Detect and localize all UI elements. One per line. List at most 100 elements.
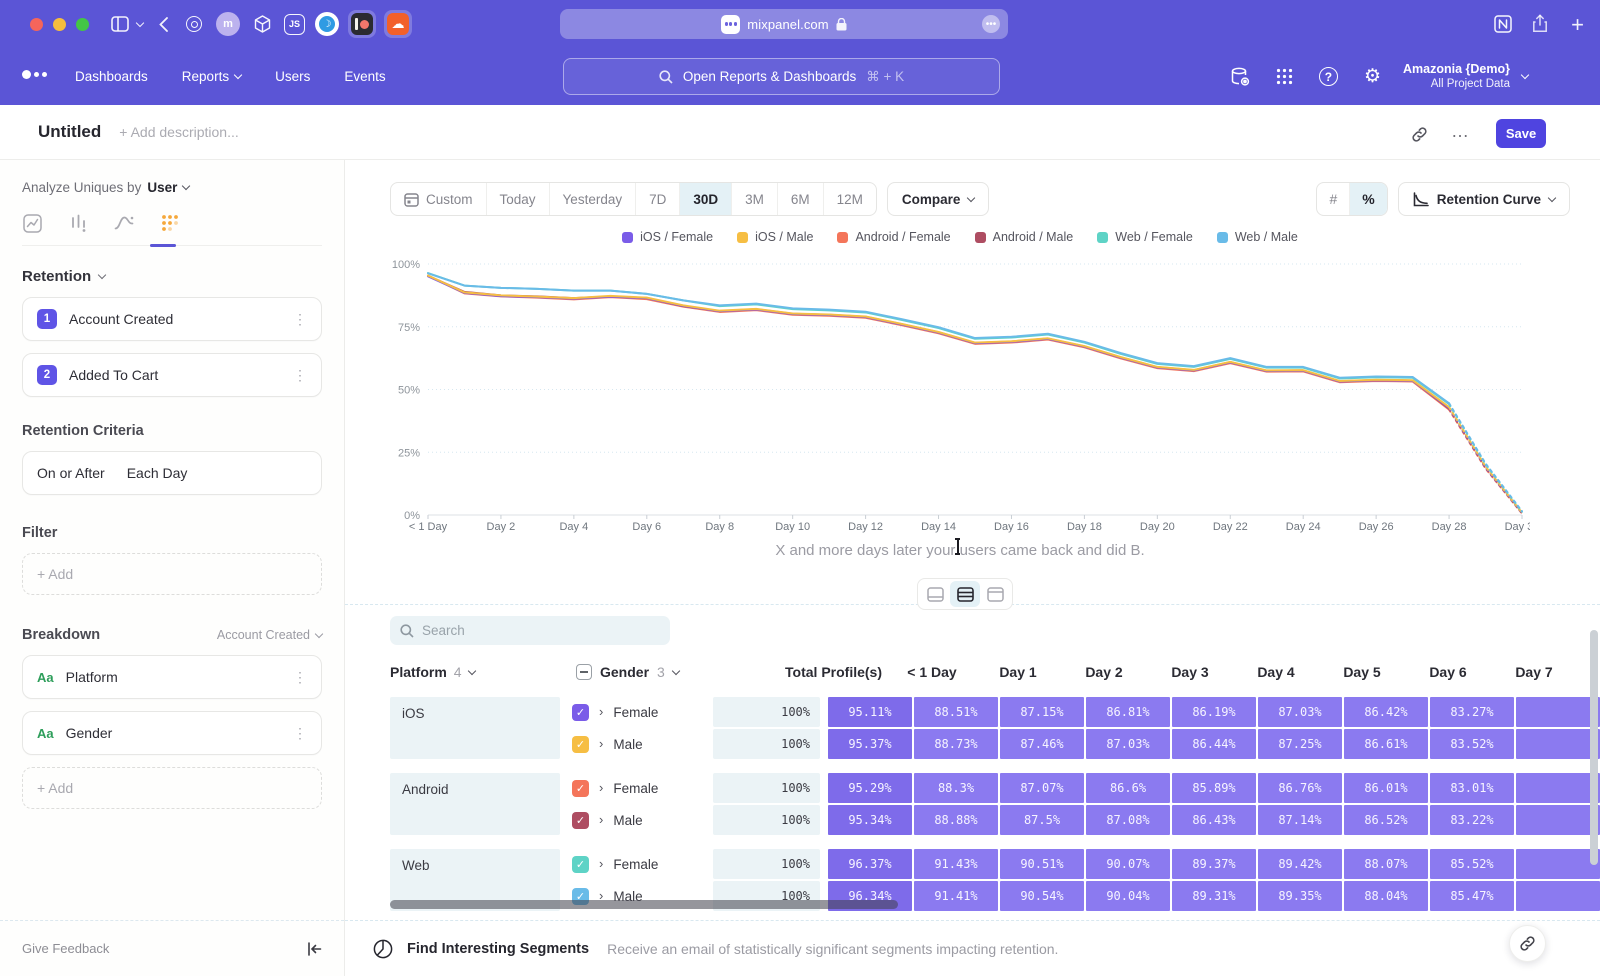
retention-value-cell[interactable]: 96.37% <box>828 849 912 879</box>
more-options-icon[interactable]: … <box>1451 121 1470 142</box>
layout-split-button[interactable] <box>950 581 980 607</box>
legend-item[interactable]: iOS / Female <box>622 230 713 244</box>
project-switcher[interactable]: Amazonia {Demo} All Project Data <box>1403 62 1510 92</box>
rings-icon[interactable] <box>182 12 206 36</box>
legend-item[interactable]: iOS / Male <box>737 230 813 244</box>
day-column-header[interactable]: Day 6 <box>1406 664 1490 680</box>
range-yesterday[interactable]: Yesterday <box>550 183 637 215</box>
breakdown-add-button[interactable]: + Add <box>22 767 322 809</box>
retention-value-cell[interactable]: 87.08% <box>1086 805 1170 835</box>
criteria-card[interactable]: On or After Each Day <box>22 451 322 495</box>
retention-value-cell[interactable]: 86.76% <box>1258 773 1342 803</box>
retention-value-cell[interactable]: 86.42% <box>1344 697 1428 727</box>
retention-value-cell[interactable]: 87.03% <box>1258 697 1342 727</box>
series-checkbox[interactable]: ✓ <box>572 780 589 797</box>
retention-value-cell[interactable]: 85.52% <box>1430 849 1514 879</box>
range-3m[interactable]: 3M <box>732 183 778 215</box>
nav-item-events[interactable]: Events <box>344 69 385 84</box>
expand-row-icon[interactable]: › <box>599 780 603 795</box>
retention-value-cell[interactable]: 90.07% <box>1086 849 1170 879</box>
retention-value-cell[interactable]: 90.51% <box>1000 849 1084 879</box>
retention-value-cell[interactable]: 86.44% <box>1172 729 1256 759</box>
retention-value-cell[interactable]: 95.37% <box>828 729 912 759</box>
criteria-interval[interactable]: Each Day <box>127 465 188 481</box>
retention-value-cell[interactable]: 87.25% <box>1258 729 1342 759</box>
window-close-button[interactable] <box>30 18 43 31</box>
retention-value-cell-clipped[interactable] <box>1516 805 1600 835</box>
retention-value-cell[interactable]: 87.46% <box>1000 729 1084 759</box>
legend-item[interactable]: Web / Female <box>1097 230 1193 244</box>
series-checkbox[interactable]: ✓ <box>572 736 589 753</box>
apps-grid-icon[interactable] <box>1276 68 1293 85</box>
day-column-header[interactable]: < 1 Day <box>890 664 974 680</box>
platform-cell[interactable]: iOS <box>390 697 560 759</box>
expand-row-icon[interactable]: › <box>599 812 603 827</box>
give-feedback-link[interactable]: Give Feedback <box>22 941 109 956</box>
layout-chart-only-button[interactable] <box>920 581 950 607</box>
reader-app-icon[interactable] <box>348 10 376 38</box>
analyze-value[interactable]: User <box>147 180 177 195</box>
step-menu-icon[interactable]: ⋮ <box>293 367 307 384</box>
retention-value-cell[interactable]: 87.15% <box>1000 697 1084 727</box>
global-search-button[interactable]: Open Reports & Dashboards ⌘ + K <box>563 58 1000 95</box>
retention-value-cell-clipped[interactable] <box>1516 849 1600 879</box>
table-search-input[interactable]: Search <box>390 616 670 645</box>
series-checkbox[interactable]: ✓ <box>572 704 589 721</box>
data-management-icon[interactable] <box>1231 67 1250 87</box>
breakdown-menu-icon[interactable]: ⋮ <box>293 669 307 686</box>
retention-value-cell[interactable]: 88.51% <box>914 697 998 727</box>
filter-add-button[interactable]: + Add <box>22 553 322 595</box>
retention-value-cell[interactable]: 86.81% <box>1086 697 1170 727</box>
day-column-header[interactable]: Day 1 <box>976 664 1060 680</box>
retention-value-cell[interactable]: 87.5% <box>1000 805 1084 835</box>
series-checkbox[interactable]: ✓ <box>572 856 589 873</box>
retention-value-cell[interactable]: 83.27% <box>1430 697 1514 727</box>
expand-row-icon[interactable]: › <box>599 856 603 871</box>
compare-button[interactable]: Compare <box>887 182 990 216</box>
settings-gear-icon[interactable]: ⚙ <box>1364 65 1381 88</box>
layout-table-only-button[interactable] <box>980 581 1010 607</box>
retention-value-cell[interactable]: 88.07% <box>1344 849 1428 879</box>
step-card-2[interactable]: 2 Added To Cart ⋮ <box>22 353 322 397</box>
workspace-chevron-icon[interactable] <box>137 23 143 26</box>
share-icon[interactable] <box>1532 14 1548 33</box>
window-zoom-button[interactable] <box>76 18 89 31</box>
mode-percent-button[interactable]: % <box>1350 183 1386 215</box>
range-custom[interactable]: Custom <box>391 183 487 215</box>
breakdown-scope-select[interactable]: Account Created <box>217 628 322 642</box>
retention-value-cell[interactable]: 86.52% <box>1344 805 1428 835</box>
retention-value-cell[interactable]: 90.54% <box>1000 881 1084 911</box>
retention-value-cell[interactable]: 88.04% <box>1344 881 1428 911</box>
legend-item[interactable]: Android / Male <box>975 230 1074 244</box>
retention-value-cell[interactable]: 88.3% <box>914 773 998 803</box>
js-icon[interactable]: JS <box>284 14 305 35</box>
step-card-1[interactable]: 1 Account Created ⋮ <box>22 297 322 341</box>
retention-value-cell[interactable]: 85.47% <box>1430 881 1514 911</box>
retention-value-cell[interactable]: 83.52% <box>1430 729 1514 759</box>
sidebar-toggle-icon[interactable] <box>111 16 129 32</box>
retention-value-cell[interactable]: 88.88% <box>914 805 998 835</box>
expand-row-icon[interactable]: › <box>599 704 603 719</box>
copy-link-icon[interactable] <box>1411 126 1428 143</box>
nav-item-reports[interactable]: Reports <box>182 69 241 84</box>
mixpanel-logo[interactable] <box>22 70 47 79</box>
save-button[interactable]: Save <box>1496 119 1546 148</box>
m-app-icon[interactable]: m <box>216 12 240 36</box>
horizontal-scrollbar[interactable] <box>390 900 898 909</box>
range-7d[interactable]: 7D <box>636 183 680 215</box>
legend-item[interactable]: Android / Female <box>837 230 950 244</box>
retention-value-cell[interactable]: 91.43% <box>914 849 998 879</box>
cube-icon[interactable] <box>250 12 274 36</box>
total-column-header[interactable]: Total Profile(s) <box>690 664 882 680</box>
retention-value-cell[interactable]: 88.73% <box>914 729 998 759</box>
day-column-header[interactable]: Day 2 <box>1062 664 1146 680</box>
bird-icon[interactable]: ☽ <box>315 12 339 36</box>
day-column-header[interactable]: Day 4 <box>1234 664 1318 680</box>
retention-value-cell-clipped[interactable] <box>1516 881 1600 911</box>
retention-value-cell[interactable]: 89.42% <box>1258 849 1342 879</box>
range-12m[interactable]: 12M <box>824 183 876 215</box>
retention-value-cell-clipped[interactable] <box>1516 697 1600 727</box>
gender-column-header[interactable]: Gender 3 <box>576 664 679 680</box>
breakdown-card-platform[interactable]: Aa Platform ⋮ <box>22 655 322 699</box>
step-menu-icon[interactable]: ⋮ <box>293 311 307 328</box>
